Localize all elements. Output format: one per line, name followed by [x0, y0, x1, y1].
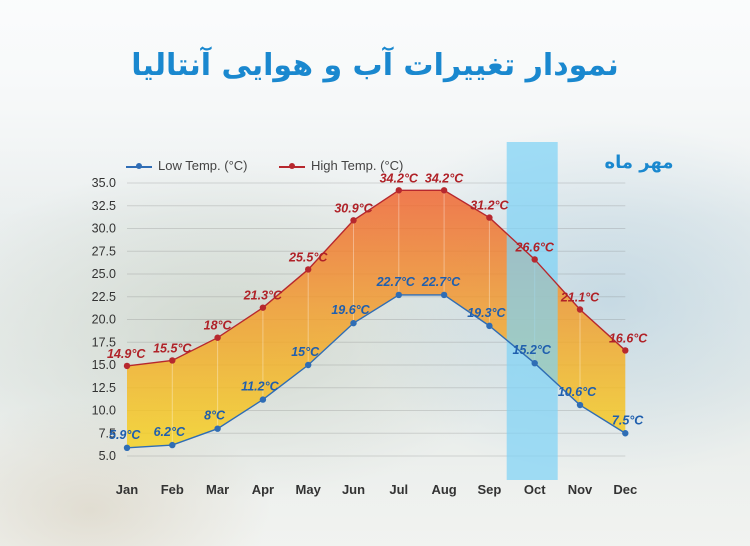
- legend-marker-low: [136, 163, 142, 169]
- x-tick-label: Jun: [342, 482, 365, 497]
- data-labels: 14.9°C 15.5°C 18°C 21.3°C 25.5°C 30.9°C 34.2°C…: [107, 171, 648, 442]
- low-temp-label: 11.2°C: [241, 380, 279, 394]
- low-temp-point: [576, 401, 584, 409]
- high-temp-label: 15.5°C: [153, 341, 192, 355]
- high-temp-label: 25.5°C: [288, 250, 328, 264]
- y-tick-label: 12.5: [92, 381, 116, 395]
- x-tick-label: Feb: [161, 482, 184, 497]
- highlight-oct-column: [506, 142, 558, 480]
- low-temp-point: [486, 322, 493, 330]
- y-tick-label: 27.5: [92, 244, 116, 258]
- y-tick-label: 5.0: [99, 449, 116, 463]
- y-tick-label: 30.0: [92, 222, 116, 236]
- highlight-column: [506, 142, 558, 480]
- y-tick-label: 22.5: [92, 290, 116, 304]
- y-tick-label: 15.0: [92, 358, 116, 372]
- x-tick-label: Apr: [252, 482, 274, 497]
- y-tick-label: 20.0: [92, 313, 116, 327]
- high-temp-label: 34.2°C: [425, 171, 464, 185]
- low-temp-point: [350, 319, 357, 327]
- y-tick-label: 10.0: [92, 404, 116, 418]
- x-tick-label: May: [296, 482, 322, 497]
- low-temp-label: 8°C: [204, 409, 226, 423]
- high-temp-line: [126, 189, 626, 367]
- low-temp-label: 15°C: [291, 345, 320, 359]
- series-lines: [126, 189, 626, 449]
- page-title: نمودار تغییرات آب و هوایی آنتالیا: [131, 48, 619, 83]
- x-axis: Jan Feb Mar Apr May Jun Jul Aug Sep Oct Nov Dec: [116, 482, 637, 497]
- x-tick-label: Jul: [389, 482, 408, 497]
- high-temp-label: 14.9°C: [107, 347, 146, 361]
- low-temp-point: [305, 361, 312, 369]
- low-temp-point: [123, 444, 131, 452]
- low-temp-point: [622, 430, 629, 437]
- low-temp-point: [440, 291, 448, 299]
- highlight-month-label: مهر ماه: [604, 152, 674, 173]
- high-temp-label: 34.2°C: [380, 171, 419, 185]
- low-temp-point: [259, 396, 267, 403]
- high-temp-point: [123, 362, 131, 370]
- temperature-range-area: [127, 190, 626, 448]
- y-tick-label: 7.5: [99, 426, 116, 440]
- high-temp-label: 26.6°C: [515, 240, 555, 254]
- x-tick-label: Oct: [524, 482, 546, 497]
- high-temp-label: 16.6°C: [609, 331, 648, 345]
- x-tick-label: Sep: [477, 482, 501, 497]
- low-temp-label: 5.9°C: [109, 428, 141, 442]
- high-temp-label: 21.3°C: [243, 289, 283, 303]
- x-tick-label: Mar: [206, 482, 229, 497]
- high-temp-point: [259, 304, 267, 311]
- x-tick-label: Jan: [116, 482, 138, 497]
- high-temp-point: [395, 187, 402, 194]
- series-points: [123, 187, 629, 452]
- low-temp-label: 22.7°C: [421, 275, 461, 289]
- high-temp-label: 18°C: [204, 319, 233, 333]
- low-temp-label: 19.6°C: [331, 303, 370, 317]
- x-tick-label: Dec: [613, 482, 637, 497]
- legend-marker-high: [289, 163, 295, 169]
- low-temp-label: 15.2°C: [513, 343, 552, 357]
- x-tick-label: Nov: [568, 482, 593, 497]
- high-temp-label: 31.2°C: [470, 199, 509, 213]
- high-temp-point: [305, 266, 312, 273]
- low-temp-point: [169, 441, 176, 449]
- high-temp-point: [169, 357, 176, 364]
- y-tick-label: 25.0: [92, 267, 116, 281]
- high-temp-point: [350, 217, 357, 224]
- low-temp-label: 7.5°C: [612, 413, 644, 427]
- low-temp-label: 19.3°C: [467, 306, 506, 320]
- high-temp-point: [486, 214, 493, 221]
- legend-label-low: Low Temp. (°C): [158, 158, 248, 173]
- low-temp-label: 22.7°C: [376, 275, 416, 289]
- low-temp-point: [395, 291, 402, 299]
- low-temp-label: 10.6°C: [558, 385, 597, 399]
- low-temp-label: 6.2°C: [154, 425, 186, 439]
- low-temp-point: [531, 359, 538, 367]
- low-temp-line: [126, 294, 626, 449]
- high-temp-point: [622, 347, 629, 354]
- high-temp-point: [440, 187, 448, 194]
- y-axis: 5.0 7.5 10.0 12.5 15.0 17.5 20.0 22.5 25.0 27.5 30…: [92, 176, 116, 463]
- high-temp-point: [576, 306, 584, 313]
- high-temp-label: 21.1°C: [560, 290, 600, 304]
- y-tick-label: 35.0: [92, 176, 116, 190]
- high-temp-point: [531, 256, 538, 263]
- y-tick-label: 32.5: [92, 199, 116, 213]
- temperature-band: [127, 190, 626, 448]
- high-temp-point: [214, 334, 221, 341]
- legend-label-high: High Temp. (°C): [311, 158, 404, 173]
- high-temp-label: 30.9°C: [334, 201, 373, 215]
- y-tick-label: 17.5: [92, 335, 116, 349]
- low-temp-point: [214, 425, 221, 432]
- x-tick-label: Aug: [431, 482, 456, 497]
